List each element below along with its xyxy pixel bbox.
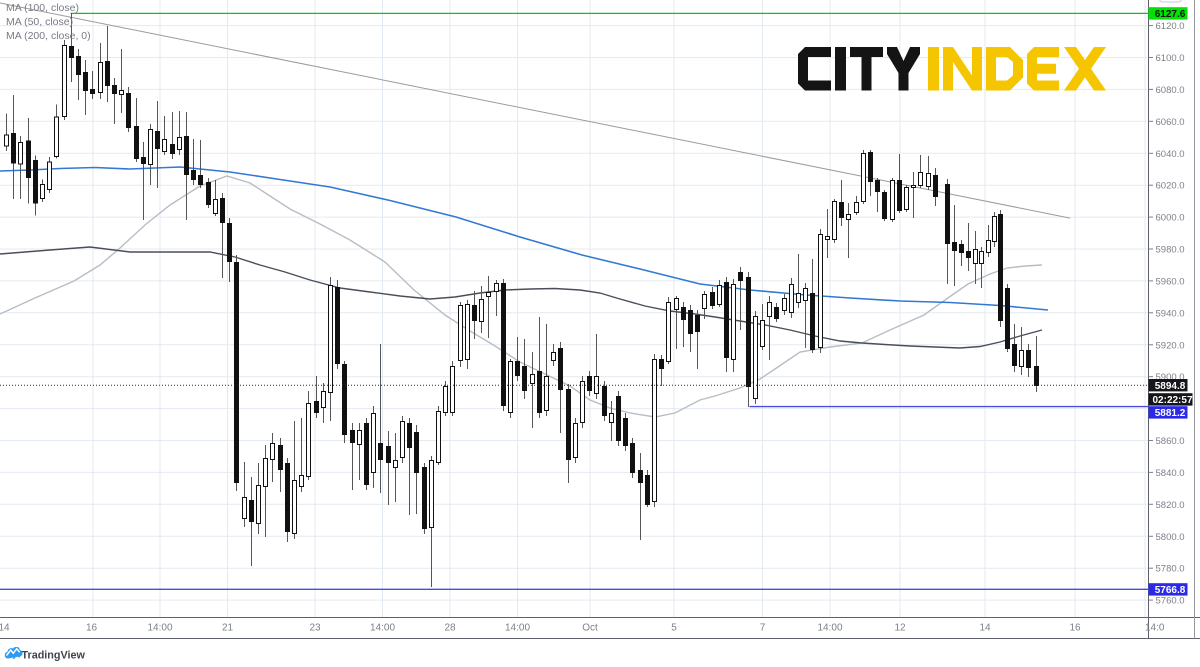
svg-text:5960.0: 5960.0 bbox=[1156, 276, 1185, 287]
svg-text:6020.0: 6020.0 bbox=[1156, 181, 1185, 192]
svg-text:5780.0: 5780.0 bbox=[1156, 564, 1185, 575]
svg-text:14: 14 bbox=[0, 623, 10, 634]
svg-text:5766.8: 5766.8 bbox=[1155, 585, 1186, 596]
svg-text:6127.6: 6127.6 bbox=[1155, 9, 1186, 20]
svg-text:6120.0: 6120.0 bbox=[1156, 21, 1185, 32]
svg-text:6080.0: 6080.0 bbox=[1156, 85, 1185, 96]
svg-text:14:00: 14:00 bbox=[505, 623, 530, 634]
svg-text:5820.0: 5820.0 bbox=[1156, 500, 1185, 511]
svg-text:5881.2: 5881.2 bbox=[1155, 408, 1186, 419]
svg-text:5940.0: 5940.0 bbox=[1156, 308, 1185, 319]
svg-text:5900.0: 5900.0 bbox=[1156, 372, 1185, 383]
svg-text:6100.0: 6100.0 bbox=[1156, 53, 1185, 64]
svg-text:7: 7 bbox=[760, 623, 766, 634]
svg-text:MA (100, close): MA (100, close) bbox=[6, 2, 79, 14]
svg-text:5800.0: 5800.0 bbox=[1156, 532, 1185, 543]
svg-text:6060.0: 6060.0 bbox=[1156, 117, 1185, 128]
svg-text:MA (200, close, 0): MA (200, close, 0) bbox=[6, 30, 91, 42]
svg-text:TradingView: TradingView bbox=[22, 650, 86, 662]
svg-text:5840.0: 5840.0 bbox=[1156, 468, 1185, 479]
svg-text:02:22:57: 02:22:57 bbox=[1152, 395, 1192, 406]
svg-text:12: 12 bbox=[894, 623, 906, 634]
svg-text:21: 21 bbox=[222, 623, 234, 634]
svg-text:5920.0: 5920.0 bbox=[1156, 340, 1185, 351]
svg-text:14: 14 bbox=[979, 623, 991, 634]
svg-text:Oct: Oct bbox=[582, 623, 598, 634]
svg-text:6040.0: 6040.0 bbox=[1156, 149, 1185, 160]
svg-text:14:0: 14:0 bbox=[1145, 623, 1165, 634]
svg-text:16: 16 bbox=[86, 623, 98, 634]
svg-text:14:00: 14:00 bbox=[817, 623, 842, 634]
svg-text:14:00: 14:00 bbox=[147, 623, 172, 634]
svg-text:16: 16 bbox=[1069, 623, 1081, 634]
svg-text:5760.0: 5760.0 bbox=[1156, 596, 1185, 607]
svg-text:28: 28 bbox=[444, 623, 456, 634]
svg-text:14:00: 14:00 bbox=[370, 623, 395, 634]
svg-text:6000.0: 6000.0 bbox=[1156, 213, 1185, 224]
svg-text:5860.0: 5860.0 bbox=[1156, 436, 1185, 447]
svg-text:23: 23 bbox=[309, 623, 321, 634]
svg-text:5980.0: 5980.0 bbox=[1156, 245, 1185, 256]
svg-text:MA (50, close): MA (50, close) bbox=[6, 16, 73, 28]
svg-text:5: 5 bbox=[671, 623, 677, 634]
svg-text:5894.8: 5894.8 bbox=[1155, 381, 1186, 392]
